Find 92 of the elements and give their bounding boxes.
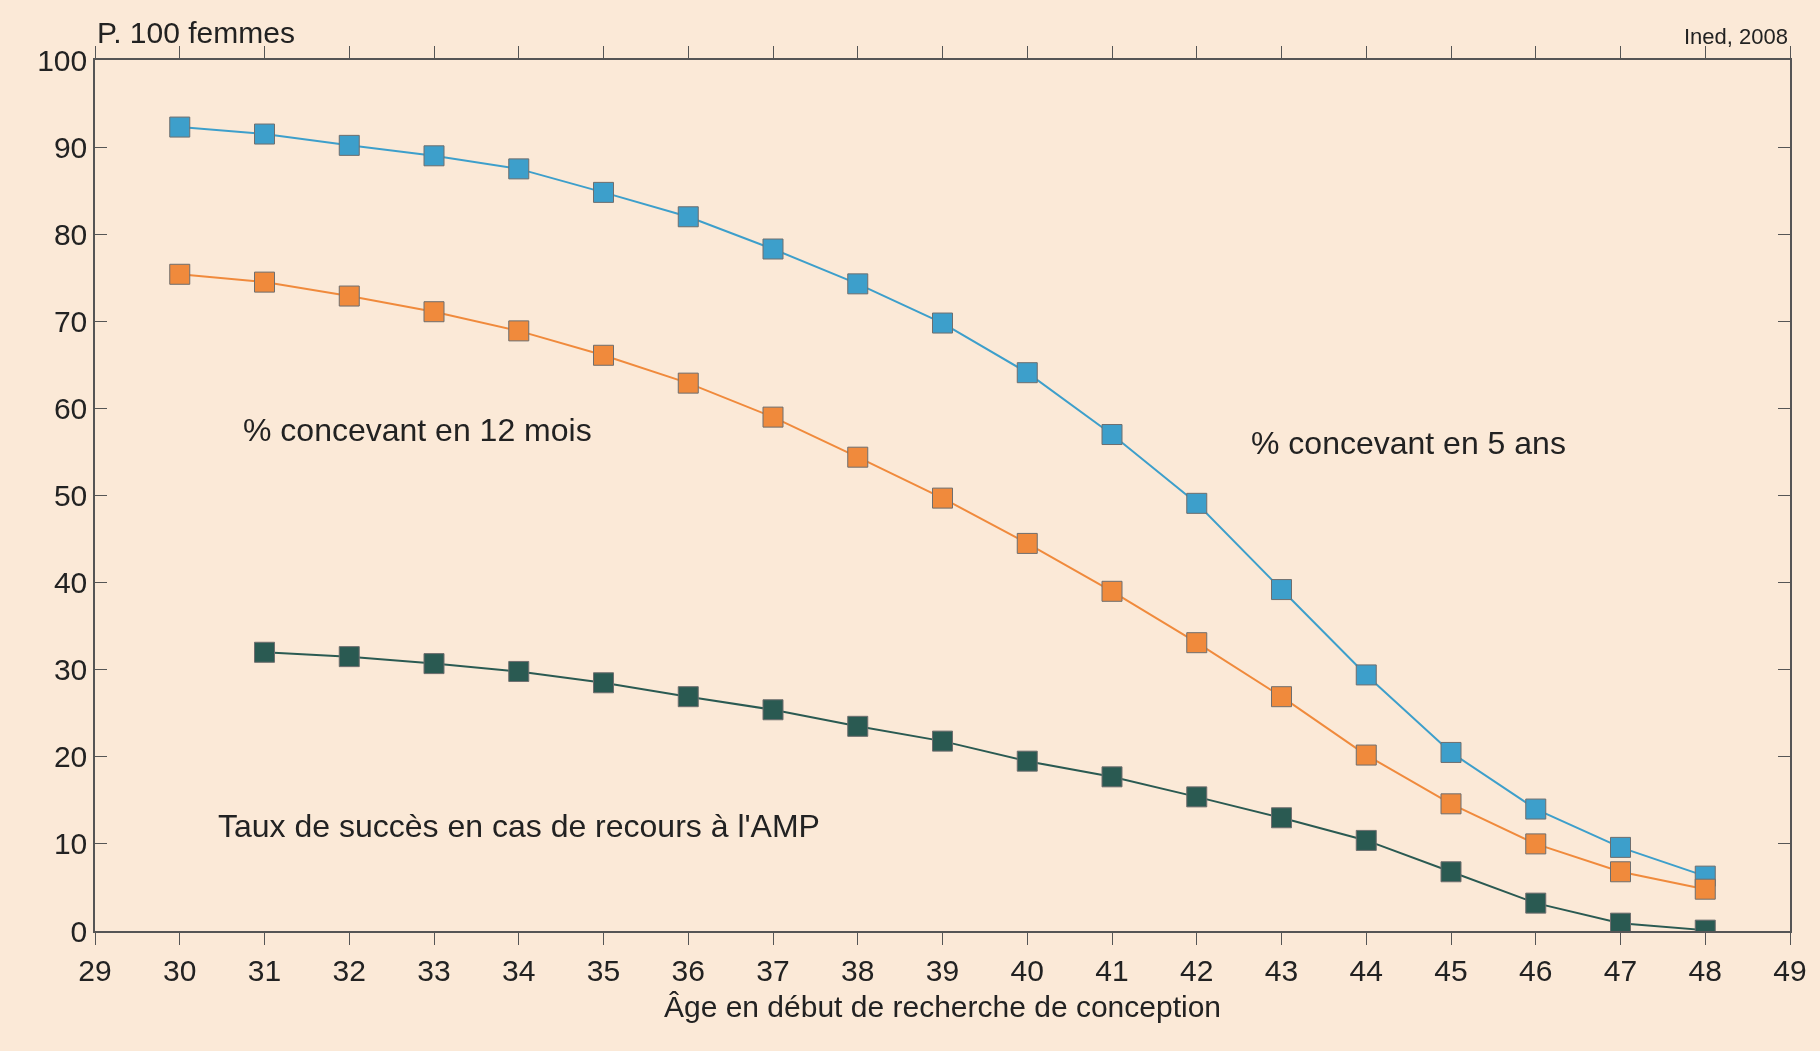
point: [1525, 798, 1547, 820]
x-tick-label: 39: [925, 953, 960, 987]
x-tick-label: 41: [1095, 953, 1129, 987]
point: [677, 686, 699, 708]
point: [1271, 686, 1292, 708]
point: [1355, 744, 1377, 766]
point: [254, 271, 275, 293]
point: [1186, 632, 1208, 654]
point: [847, 715, 869, 737]
x-tick-label: 45: [1434, 953, 1468, 987]
point: [1610, 861, 1631, 883]
point: [508, 660, 530, 682]
x-tick-label: 46: [1519, 953, 1553, 987]
text: Taux de succès en cas de recours à l'AMP: [218, 808, 820, 844]
point: [677, 372, 699, 394]
point: [1186, 786, 1208, 808]
y-tick-label: 60: [53, 391, 88, 425]
point: [677, 206, 699, 228]
point: [847, 273, 869, 295]
point: [593, 672, 614, 694]
point: [762, 406, 784, 428]
point: [1101, 766, 1123, 788]
x-tick-label: 29: [78, 953, 112, 987]
point: [1355, 829, 1377, 851]
point: [1610, 912, 1631, 931]
point: [1440, 741, 1462, 763]
point: [932, 312, 953, 334]
point: [593, 344, 614, 366]
point: [508, 320, 530, 342]
x-tick-label: 47: [1603, 953, 1638, 987]
y-axis-title: P. 100 femmes: [97, 16, 295, 49]
point: [1525, 892, 1547, 914]
y-tick-label: 80: [53, 217, 88, 251]
text: Ined, 2008: [1684, 24, 1788, 49]
y-tick-label: 50: [53, 479, 88, 512]
point: [1271, 807, 1292, 829]
point: [1694, 878, 1716, 900]
y-tick-label: 0: [70, 914, 88, 948]
x-tick-label: 40: [1010, 953, 1044, 987]
series-label: % concevant en 12 mois: [243, 412, 592, 448]
point: [932, 730, 953, 752]
point: [1186, 492, 1208, 514]
x-tick-label: 49: [1773, 953, 1807, 987]
y-tick-label: 100: [37, 43, 88, 77]
point: [1016, 750, 1038, 772]
point: [762, 238, 784, 260]
x-tick-label: 36: [671, 953, 705, 987]
x-axis-title: Âge en début de recherche de conception: [663, 989, 1222, 1023]
x-tick-label: 34: [502, 953, 536, 987]
x-tick-label: 33: [417, 953, 451, 987]
x-tick-label: 37: [756, 953, 790, 987]
x-tick-label: 35: [586, 953, 621, 987]
point: [1016, 362, 1038, 384]
point: [1440, 861, 1462, 883]
point: [1440, 793, 1462, 815]
y-tick-label: 30: [53, 653, 88, 687]
point: [847, 446, 869, 468]
x-tick-label: 31: [247, 953, 282, 987]
point: [338, 134, 360, 156]
point: [932, 487, 953, 509]
point: [254, 123, 275, 145]
x-tick-label: 43: [1264, 953, 1299, 987]
point: [338, 285, 360, 307]
y-tick-label: 70: [53, 304, 88, 338]
y-tick-label: 20: [53, 740, 88, 774]
x-tick-label: 38: [841, 953, 875, 987]
series-label: % concevant en 5 ans: [1251, 425, 1566, 461]
point: [1271, 579, 1292, 601]
point: [1355, 664, 1377, 686]
x-tick-label: 42: [1180, 953, 1214, 987]
point: [423, 653, 445, 675]
point: [1525, 833, 1547, 855]
y-tick-label: 90: [53, 130, 88, 164]
point: [423, 301, 445, 323]
point: [423, 145, 445, 167]
point: [593, 181, 614, 203]
x-tick-label: 30: [163, 953, 197, 987]
point: [338, 646, 360, 668]
point: [169, 263, 191, 285]
point: [508, 158, 530, 180]
y-tick-label: 40: [53, 566, 88, 600]
point: [254, 641, 275, 663]
y-tick-label: 10: [53, 827, 88, 861]
point: [762, 699, 784, 721]
point: [1016, 532, 1038, 554]
point: [169, 116, 191, 138]
x-tick-label: 44: [1349, 953, 1383, 987]
x-tick-label: 48: [1688, 953, 1722, 987]
point: [1101, 424, 1123, 446]
point: [1101, 580, 1123, 602]
point: [1610, 836, 1631, 858]
x-tick-label: 32: [332, 953, 366, 987]
